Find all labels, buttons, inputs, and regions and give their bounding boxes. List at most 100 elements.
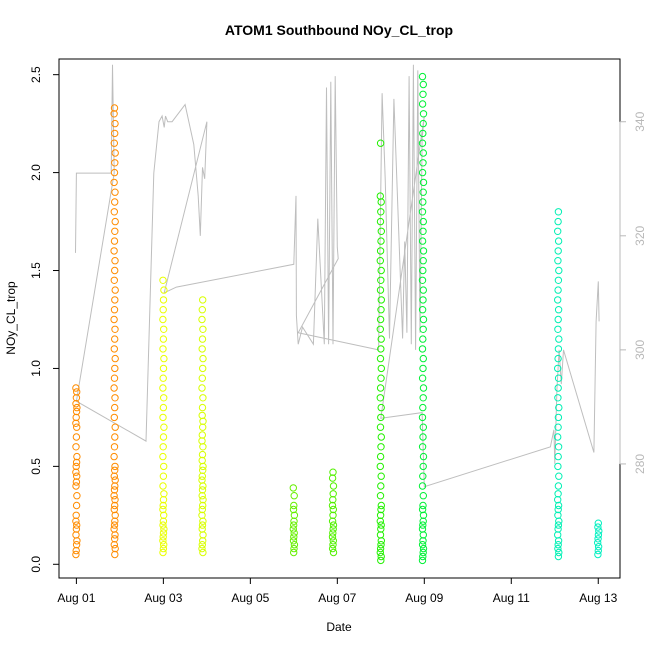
data-point <box>377 413 385 422</box>
data-point <box>198 486 207 494</box>
data-point <box>289 537 298 545</box>
data-point <box>376 257 384 265</box>
data-point <box>419 433 427 441</box>
data-point <box>419 521 427 529</box>
data-point <box>159 403 168 412</box>
data-point <box>199 394 207 402</box>
data-point <box>419 492 427 500</box>
data-point <box>72 501 81 510</box>
data-point <box>111 188 119 196</box>
data-point <box>160 423 168 431</box>
data-point <box>72 482 80 490</box>
data-point <box>418 276 427 284</box>
data-point <box>418 306 427 314</box>
data-point <box>419 178 428 187</box>
data-point <box>419 354 427 363</box>
data-point <box>419 452 428 461</box>
y-tick-label: 0.5 <box>29 458 43 475</box>
data-point <box>111 403 119 412</box>
data-point <box>554 541 562 549</box>
data-point <box>376 325 384 333</box>
data-point <box>159 296 168 304</box>
data-point <box>377 306 385 314</box>
data-point <box>72 384 80 392</box>
data-point <box>554 208 563 216</box>
data-point <box>419 296 427 304</box>
data-point <box>329 525 337 533</box>
x-tick-label: Aug 13 <box>579 591 617 605</box>
data-point <box>554 525 562 533</box>
data-point <box>419 501 427 510</box>
data-point <box>418 72 427 81</box>
y-tick-label: 1.5 <box>29 262 43 279</box>
data-point <box>419 198 427 206</box>
data-point <box>198 335 207 343</box>
x-tick-label: Aug 11 <box>493 591 530 605</box>
data-point <box>594 550 602 559</box>
data-point <box>329 548 338 557</box>
data-point <box>110 247 118 255</box>
data-point <box>376 354 385 363</box>
data-point <box>111 129 119 138</box>
data-point <box>198 431 207 439</box>
data-point <box>554 276 563 284</box>
data-point <box>290 529 298 537</box>
data-point <box>419 159 427 167</box>
data-point <box>376 462 384 471</box>
data-point <box>419 364 427 373</box>
data-point <box>555 266 563 275</box>
data-point <box>419 403 427 412</box>
data-point <box>111 394 119 402</box>
data-point <box>555 335 563 343</box>
data-point <box>199 443 207 451</box>
data-point <box>554 490 562 498</box>
data-point <box>160 354 168 363</box>
data-point <box>377 237 385 245</box>
data-point <box>554 413 563 422</box>
data-point <box>199 325 207 333</box>
data-point <box>159 306 167 314</box>
data-point <box>198 492 206 500</box>
data-point <box>72 511 80 519</box>
data-point <box>594 539 602 547</box>
data-point <box>110 276 119 284</box>
data-point <box>554 423 562 431</box>
data-point <box>159 443 167 451</box>
data-point <box>555 472 563 480</box>
y-tick-label: 2.5 <box>29 66 43 83</box>
data-point <box>418 345 427 353</box>
data-point <box>160 541 168 549</box>
data-point <box>554 443 563 451</box>
right-axis: 280 300 320 340 <box>619 111 647 474</box>
data-point <box>110 208 119 216</box>
data-point <box>198 525 206 533</box>
data-point <box>419 90 427 99</box>
data-point <box>554 384 562 392</box>
data-point <box>418 443 427 451</box>
data-point <box>554 374 563 382</box>
data-point <box>159 413 167 422</box>
data-point <box>377 501 385 510</box>
data-point <box>554 433 562 441</box>
data-point <box>198 374 207 382</box>
data-point <box>419 217 427 226</box>
data-point <box>199 548 207 557</box>
data-point <box>554 306 563 314</box>
data-point <box>377 521 385 529</box>
data-point <box>554 217 562 226</box>
plot-frame <box>58 58 621 579</box>
data-point <box>418 208 427 216</box>
y-axis: 0.0 0.5 1.0 1.5 2.0 2.5 <box>29 66 60 573</box>
data-point <box>199 296 207 304</box>
data-point <box>419 335 427 343</box>
data-point <box>554 462 562 471</box>
data-point <box>594 531 603 539</box>
data-point <box>290 511 299 519</box>
data-point <box>73 423 81 431</box>
data-point <box>159 537 167 545</box>
data-point <box>73 537 81 545</box>
data-point <box>418 139 427 147</box>
data-point <box>111 354 119 363</box>
data-point <box>111 335 119 343</box>
data-point <box>198 541 207 549</box>
